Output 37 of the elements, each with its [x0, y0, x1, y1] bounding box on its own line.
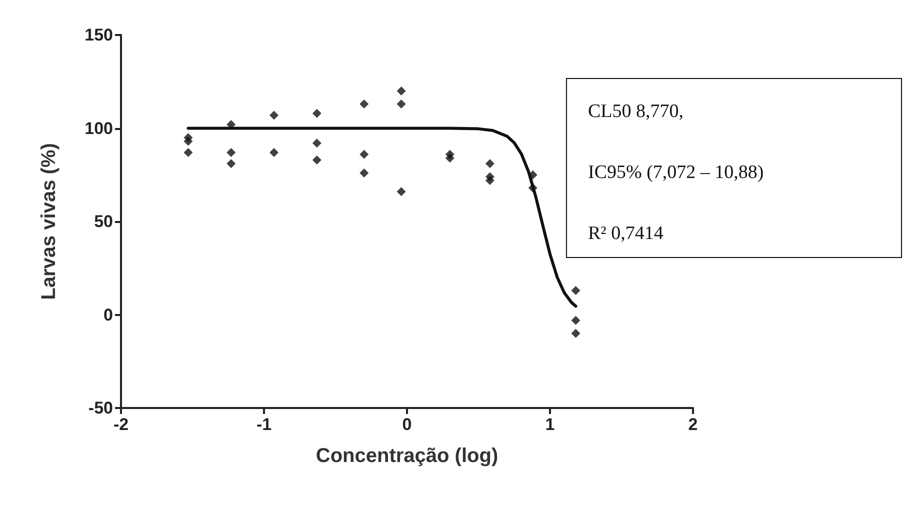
point [226, 148, 236, 157]
point [360, 168, 369, 178]
x-tick-label: 0 [402, 415, 412, 434]
y-tick-label: -50 [88, 398, 113, 418]
point [184, 136, 193, 146]
point [226, 159, 236, 168]
point [571, 286, 580, 296]
point [445, 154, 454, 163]
point [312, 108, 322, 118]
point [396, 100, 406, 109]
point [270, 148, 279, 157]
y-tick-label: 150 [84, 26, 113, 44]
annotation: CL50 8,770, [588, 101, 684, 122]
x-tick-label: 2 [688, 415, 698, 434]
x-tick-label: -1 [256, 415, 272, 434]
point [396, 86, 406, 96]
x-tick-label: 1 [545, 415, 555, 434]
point [360, 150, 369, 159]
point [485, 159, 494, 168]
x-tick-label: -2 [113, 415, 129, 434]
y-tick-label: 0 [104, 305, 113, 324]
point [528, 183, 538, 192]
annotation: R² 0,7414 [588, 223, 664, 244]
point [312, 155, 322, 164]
annotation: IC95% (7,072 – 10,88) [588, 162, 764, 183]
point [485, 176, 494, 185]
point [184, 148, 193, 157]
point [571, 316, 580, 325]
y-axis-title: Larvas vivas (%) [38, 143, 60, 300]
point [571, 328, 580, 338]
point [270, 110, 279, 120]
point [396, 187, 406, 196]
y-tick-label: 100 [84, 118, 113, 138]
point [312, 138, 322, 148]
x-axis-title: Concentração (log) [316, 445, 498, 467]
y-tick-label: 50 [94, 212, 113, 231]
point [360, 100, 369, 109]
